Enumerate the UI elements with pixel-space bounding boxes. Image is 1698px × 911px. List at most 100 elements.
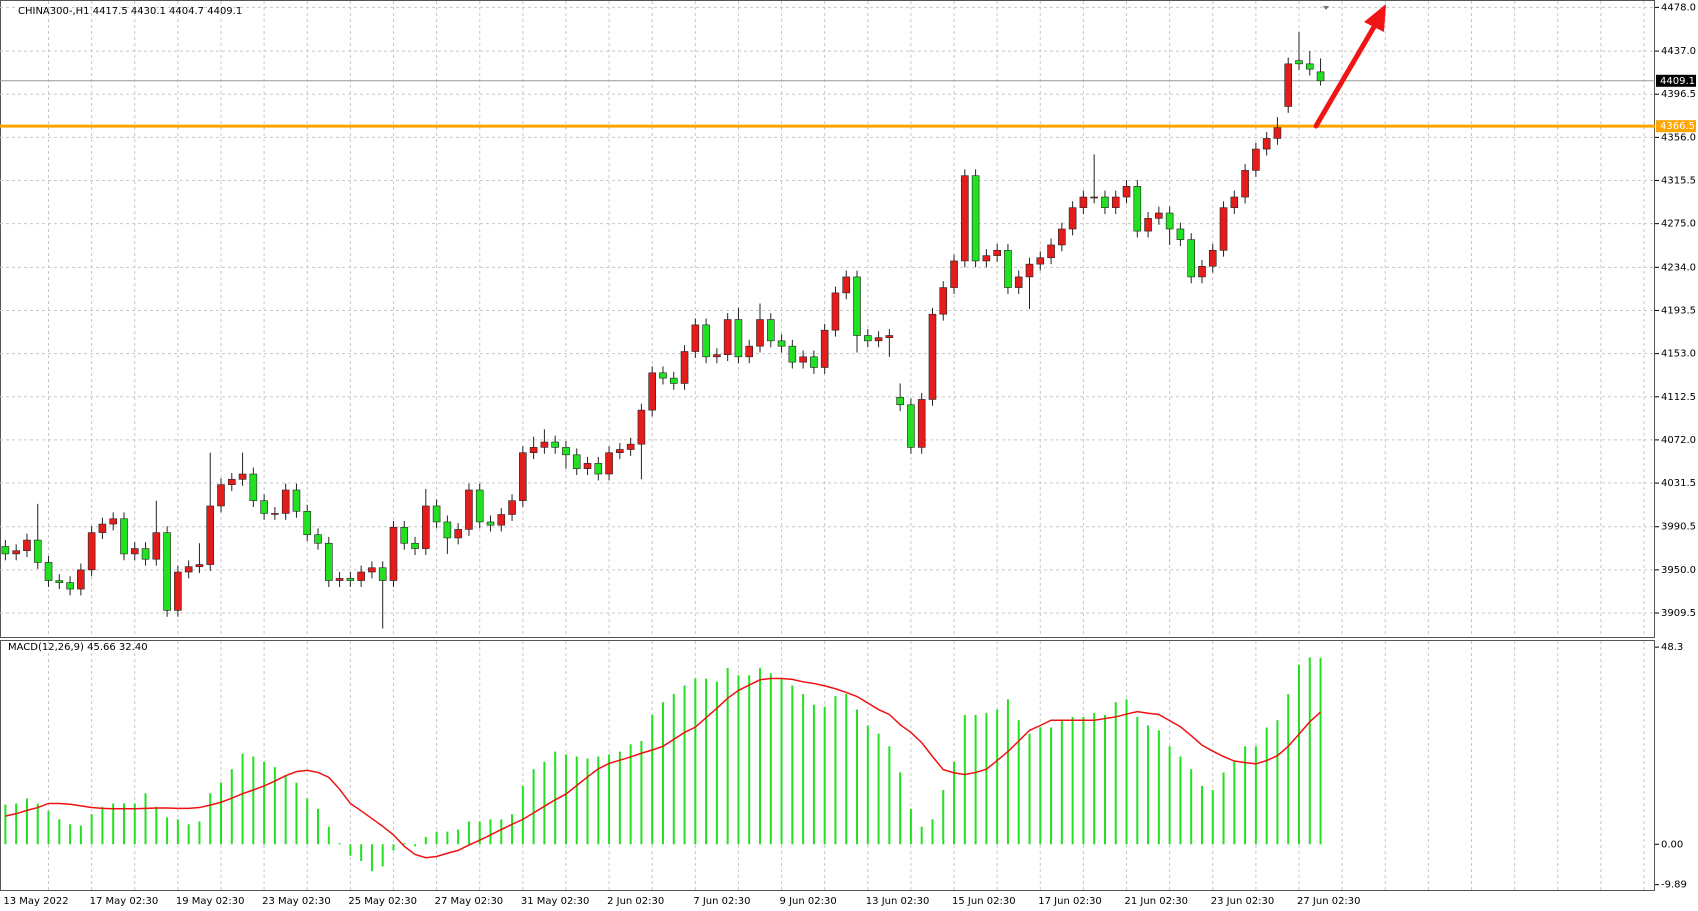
candle-body [799,356,807,363]
candle-body [411,542,419,549]
candle-body [141,548,150,560]
candle-body [896,397,904,406]
y-tick-label: 4315.5 [1661,176,1696,187]
candle-body [1101,196,1109,208]
macd-bar [748,675,751,845]
macd-bar [802,694,805,845]
macd-bar [877,733,880,845]
price-level-label-bg [1656,120,1696,133]
candle-body [1198,265,1206,278]
candle-body [314,534,322,544]
candle-body [766,319,775,342]
candle-body [109,518,117,525]
macd-bar [985,712,988,845]
y-tick-label: -9.89 [1661,880,1687,891]
macd-bar [306,798,309,845]
macd-bar [1006,699,1009,845]
candle-body [87,532,96,571]
candle-body [529,447,538,453]
x-tick-label: 27 May 02:30 [435,896,504,907]
macd-bar [511,814,514,845]
macd-bar [780,678,783,845]
candle-body [389,526,398,581]
macd-bar [705,678,708,845]
macd-bar [920,826,923,845]
macd-bar [953,761,956,845]
macd-bar [661,702,664,845]
x-tick-label: 2 Jun 02:30 [607,896,664,907]
price-level-label-bg [1656,74,1696,87]
macd-bar [1276,720,1279,845]
candle-body [346,578,355,581]
candle-body [497,514,506,526]
x-tick-label: 17 Jun 02:30 [1038,896,1102,907]
macd-bar [1308,657,1311,845]
macd-bar [996,709,999,845]
candle-body [874,337,883,342]
candle-body [562,447,570,456]
macd-bar [769,673,772,845]
macd-bar [823,706,826,845]
candle-body [206,505,215,565]
candle-body [184,566,193,573]
macd-bar [608,754,611,845]
macd-bar [122,803,125,845]
x-tick-label: 31 May 02:30 [521,896,590,907]
candle-body [1284,63,1293,107]
macd-bar [586,758,589,845]
candle-body [519,452,527,501]
macd-bar [1136,716,1139,845]
candle-body [335,578,344,581]
macd-bar [327,826,330,845]
x-tick-label: 7 Jun 02:30 [693,896,750,907]
candle-body [982,255,991,262]
candle-body [174,571,182,611]
candle-body [66,582,74,590]
macd-bar [284,775,287,845]
x-tick-label: 13 May 2022 [3,896,68,907]
macd-bar [856,709,859,845]
macd-bar [381,844,384,867]
macd-bar [899,772,902,845]
candle-body [443,521,452,539]
macd-bar [317,808,320,845]
macd-bar [4,804,7,845]
macd-bar [640,741,643,845]
candle-body [1133,186,1142,232]
macd-bar [597,756,600,845]
macd-bar [489,819,492,845]
macd-bar [1157,730,1160,845]
candle-body [1295,60,1303,65]
candle-body [1,546,10,555]
macd-bar [812,704,815,845]
candle-body [1219,207,1228,251]
candle-body [626,443,635,450]
macd-bar [424,836,427,845]
macd-bar [1125,699,1128,845]
candle-body [713,354,721,358]
macd-bar [187,824,190,845]
macd-bar [263,761,266,845]
macd-bar [446,831,449,845]
candle-body [98,523,107,533]
macd-bar [1103,714,1106,845]
y-tick-label: 4193.5 [1661,305,1696,316]
macd-bar [672,694,675,845]
macd-pane [0,640,1655,891]
candle-body [1144,218,1152,232]
macd-bar [403,843,406,845]
trend-arrow [1313,17,1381,129]
macd-bar [759,667,761,845]
candle-body [820,329,829,368]
price-level-label: 4409.1 [1660,76,1695,87]
x-tick-label: 25 May 02:30 [348,896,417,907]
candle-body [55,580,64,583]
candle-body [659,372,667,379]
macd-bar [618,751,621,845]
shift-marker [1323,6,1329,10]
macd-bar [79,825,82,845]
macd-bar [888,746,891,845]
macd-bar [1082,716,1085,845]
